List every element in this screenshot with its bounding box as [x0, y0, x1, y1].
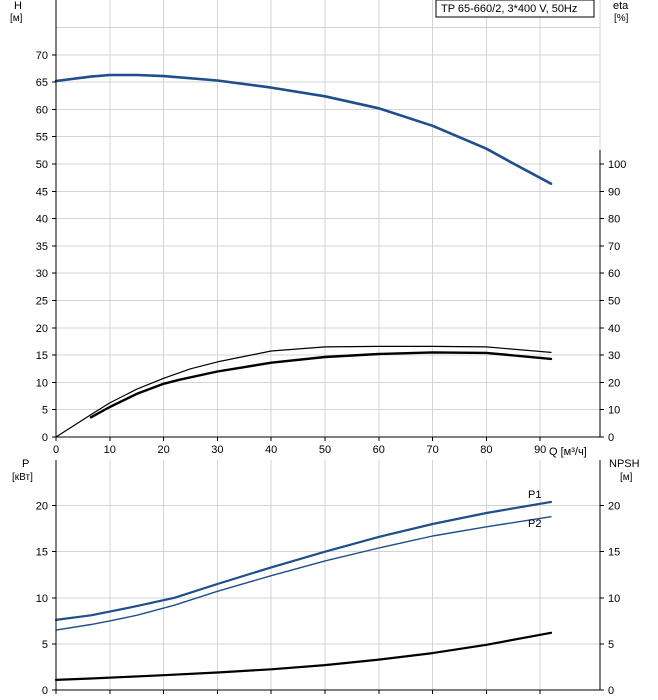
top-series-1-line — [55, 345, 552, 438]
top-left-tick-label-15: 15 — [36, 350, 48, 362]
x-tick-label-40: 40 — [265, 444, 277, 456]
bottom-left-tick-label-20: 20 — [36, 501, 48, 513]
x-tick-label-50: 50 — [319, 444, 331, 456]
x-axis-label: Q [м³/ч] — [549, 446, 587, 458]
series-label-p1: P1 — [528, 489, 541, 501]
x-tick-label-30: 30 — [211, 444, 223, 456]
curve-layer — [54, 73, 553, 682]
bottom-right-tick-label-10: 10 — [608, 593, 620, 605]
top-left-axis-label: H — [14, 0, 22, 12]
top-left-tick-label-45: 45 — [36, 186, 48, 198]
x-tick-label-0: 0 — [53, 444, 59, 456]
top-left-tick-label-40: 40 — [36, 214, 48, 226]
top-right-tick-label-0: 0 — [608, 432, 614, 444]
bottom-series-1-line — [55, 516, 552, 631]
top-left-tick-label-20: 20 — [36, 323, 48, 335]
x-tick-label-70: 70 — [426, 444, 438, 456]
top-right-tick-label-50: 50 — [608, 296, 620, 308]
bottom-right-tick-label-15: 15 — [608, 547, 620, 559]
bottom-left-tick-label-5: 5 — [42, 639, 48, 651]
bottom-left-tick-label-10: 10 — [36, 593, 48, 605]
top-left-tick-label-0: 0 — [42, 432, 48, 444]
bottom-left-axis-unit: [кВт] — [12, 472, 33, 483]
top-left-tick-label-35: 35 — [36, 241, 48, 253]
bottom-series-0-line — [54, 500, 553, 622]
top-left-tick-label-70: 70 — [36, 50, 48, 62]
x-tick-label-10: 10 — [104, 444, 116, 456]
x-tick-label-20: 20 — [157, 444, 169, 456]
top-left-tick-label-55: 55 — [36, 132, 48, 144]
bottom-right-tick-label-5: 5 — [608, 639, 614, 651]
top-right-tick-label-40: 40 — [608, 323, 620, 335]
bottom-series-2-line — [54, 631, 553, 682]
bottom-left-tick-label-0: 0 — [42, 685, 48, 697]
x-tick-label-90: 90 — [534, 444, 546, 456]
axis-layer: 0510152025303540455055606570010203040506… — [36, 0, 626, 697]
bottom-right-tick-label-20: 20 — [608, 501, 620, 513]
top-right-axis-label: eta — [613, 0, 629, 12]
top-left-tick-label-60: 60 — [36, 104, 48, 116]
legend-text: TP 65-660/2, 3*400 V, 50Hz — [441, 3, 577, 15]
x-tick-label-60: 60 — [373, 444, 385, 456]
bottom-right-axis-unit: [м] — [620, 472, 633, 483]
bottom-left-axis-label: P — [22, 458, 29, 470]
top-right-tick-label-20: 20 — [608, 377, 620, 389]
top-right-tick-label-60: 60 — [608, 268, 620, 280]
top-right-tick-label-90: 90 — [608, 186, 620, 198]
top-left-axis-unit: [м] — [10, 13, 23, 24]
top-right-axis-unit: [%] — [614, 13, 629, 24]
bottom-left-tick-label-15: 15 — [36, 547, 48, 559]
top-series-0-line — [54, 73, 553, 185]
bottom-right-tick-label-0: 0 — [608, 685, 614, 697]
bottom-right-axis-label: NPSH — [609, 458, 640, 470]
top-left-tick-label-10: 10 — [36, 377, 48, 389]
top-series-2-line — [89, 351, 553, 419]
x-tick-label-80: 80 — [480, 444, 492, 456]
top-left-tick-label-50: 50 — [36, 159, 48, 171]
top-left-tick-label-5: 5 — [42, 405, 48, 417]
top-left-tick-label-25: 25 — [36, 296, 48, 308]
top-right-tick-label-10: 10 — [608, 405, 620, 417]
top-left-tick-label-30: 30 — [36, 268, 48, 280]
top-right-tick-label-30: 30 — [608, 350, 620, 362]
legend-box — [435, 0, 595, 18]
series-label-p2: P2 — [528, 518, 541, 530]
top-right-tick-label-80: 80 — [608, 214, 620, 226]
top-left-tick-label-65: 65 — [36, 77, 48, 89]
top-right-tick-label-70: 70 — [608, 241, 620, 253]
top-right-tick-label-100: 100 — [608, 159, 626, 171]
grid-layer — [56, 0, 601, 690]
